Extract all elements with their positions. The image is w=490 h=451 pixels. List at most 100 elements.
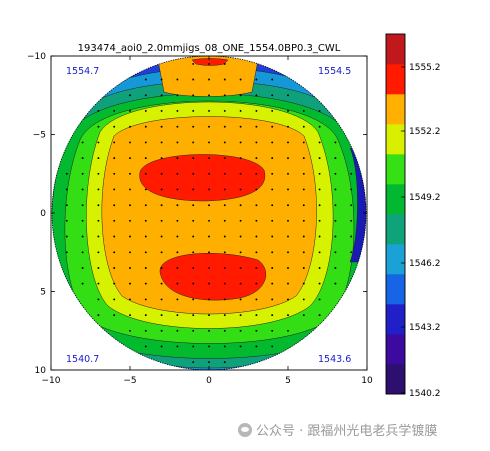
- colorbar-segment: [386, 34, 405, 65]
- measurement-point: [302, 172, 305, 175]
- measurement-point: [223, 314, 226, 317]
- measurement-point: [144, 219, 147, 222]
- measurement-point: [208, 188, 210, 191]
- measurement-point: [208, 361, 210, 364]
- measurement-point: [81, 267, 84, 269]
- watermark-text: 公众号 · 跟福州光电老兵学镀膜: [256, 424, 438, 439]
- measurement-point: [223, 157, 226, 160]
- measurement-point: [287, 94, 289, 97]
- measurement-point: [302, 267, 305, 269]
- corner-value-top-right: 1554.5: [318, 66, 351, 77]
- measurement-point: [302, 282, 305, 285]
- measurement-point: [287, 267, 289, 269]
- measurement-point: [318, 204, 321, 207]
- measurement-point: [81, 157, 84, 160]
- measurement-point: [350, 251, 353, 254]
- measurement-point: [144, 94, 147, 97]
- measurement-point: [192, 141, 195, 144]
- measurement-point: [223, 298, 226, 301]
- measurement-point: [334, 251, 337, 254]
- measurement-point: [144, 141, 147, 144]
- measurement-point: [81, 251, 84, 254]
- measurement-point: [97, 204, 100, 207]
- measurement-point: [65, 251, 68, 254]
- measurement-point: [302, 141, 305, 144]
- measurement-point: [302, 188, 305, 191]
- measurement-point: [255, 141, 258, 144]
- measurement-point: [129, 219, 131, 222]
- x-tick-label: −10: [42, 376, 61, 386]
- measurement-point: [255, 219, 258, 222]
- measurement-point: [302, 251, 305, 254]
- corner-value-bottom-left: 1540.7: [66, 354, 99, 365]
- measurement-point: [334, 157, 337, 160]
- measurement-point: [208, 329, 210, 332]
- colorbar-label: 1540.2: [409, 389, 441, 399]
- measurement-point: [113, 204, 116, 207]
- measurement-point: [192, 94, 195, 97]
- measurement-point: [255, 329, 258, 332]
- measurement-point: [350, 235, 353, 238]
- measurement-point: [271, 267, 274, 269]
- measurement-point: [271, 219, 274, 222]
- measurement-point: [223, 235, 226, 238]
- colorbar-segment: [386, 244, 405, 275]
- measurement-point: [239, 125, 242, 128]
- measurement-point: [223, 141, 226, 144]
- measurement-point: [239, 282, 242, 285]
- measurement-point: [208, 157, 210, 160]
- measurement-point: [176, 141, 179, 144]
- measurement-point: [97, 188, 100, 191]
- band-top-orange: [157, 56, 259, 97]
- measurement-point: [192, 204, 195, 207]
- measurement-point: [65, 172, 68, 175]
- measurement-point: [271, 204, 274, 207]
- measurement-point: [255, 345, 258, 348]
- measurement-point: [160, 267, 163, 269]
- measurement-point: [223, 125, 226, 128]
- measurement-point: [129, 329, 131, 332]
- measurement-point: [239, 345, 242, 348]
- measurement-point: [129, 298, 131, 301]
- measurement-point: [81, 204, 84, 207]
- measurement-point: [113, 298, 116, 301]
- measurement-point: [334, 188, 337, 191]
- measurement-point: [65, 235, 68, 238]
- measurement-point: [239, 172, 242, 175]
- measurement-point: [287, 329, 289, 332]
- corner-value-top-left: 1554.7: [66, 66, 99, 77]
- measurement-point: [176, 125, 179, 128]
- measurement-point: [176, 78, 179, 81]
- measurement-point: [65, 204, 68, 207]
- measurement-point: [97, 219, 100, 222]
- measurement-point: [192, 219, 195, 222]
- measurement-point: [208, 78, 210, 81]
- measurement-point: [255, 188, 258, 191]
- measurement-point: [160, 78, 163, 81]
- colorbar-segment: [386, 124, 405, 155]
- measurement-point: [160, 188, 163, 191]
- measurement-point: [208, 125, 210, 128]
- measurement-point: [129, 282, 131, 285]
- measurement-point: [334, 204, 337, 207]
- measurement-point: [255, 267, 258, 269]
- measurement-points: [65, 62, 353, 364]
- colorbar-segment: [386, 334, 405, 365]
- measurement-point: [255, 298, 258, 301]
- measurement-point: [208, 267, 210, 269]
- measurement-point: [176, 267, 179, 269]
- colorbar-segment: [386, 274, 405, 305]
- measurement-point: [255, 125, 258, 128]
- contour-map: [52, 56, 366, 370]
- colorbar-segment: [386, 154, 405, 185]
- measurement-point: [350, 219, 353, 222]
- measurement-point: [318, 314, 321, 317]
- measurement-point: [287, 235, 289, 238]
- measurement-point: [318, 235, 321, 238]
- measurement-point: [129, 204, 131, 207]
- measurement-point: [176, 282, 179, 285]
- measurement-point: [287, 219, 289, 222]
- measurement-point: [287, 204, 289, 207]
- watermark: 公众号 · 跟福州光电老兵学镀膜: [238, 420, 437, 439]
